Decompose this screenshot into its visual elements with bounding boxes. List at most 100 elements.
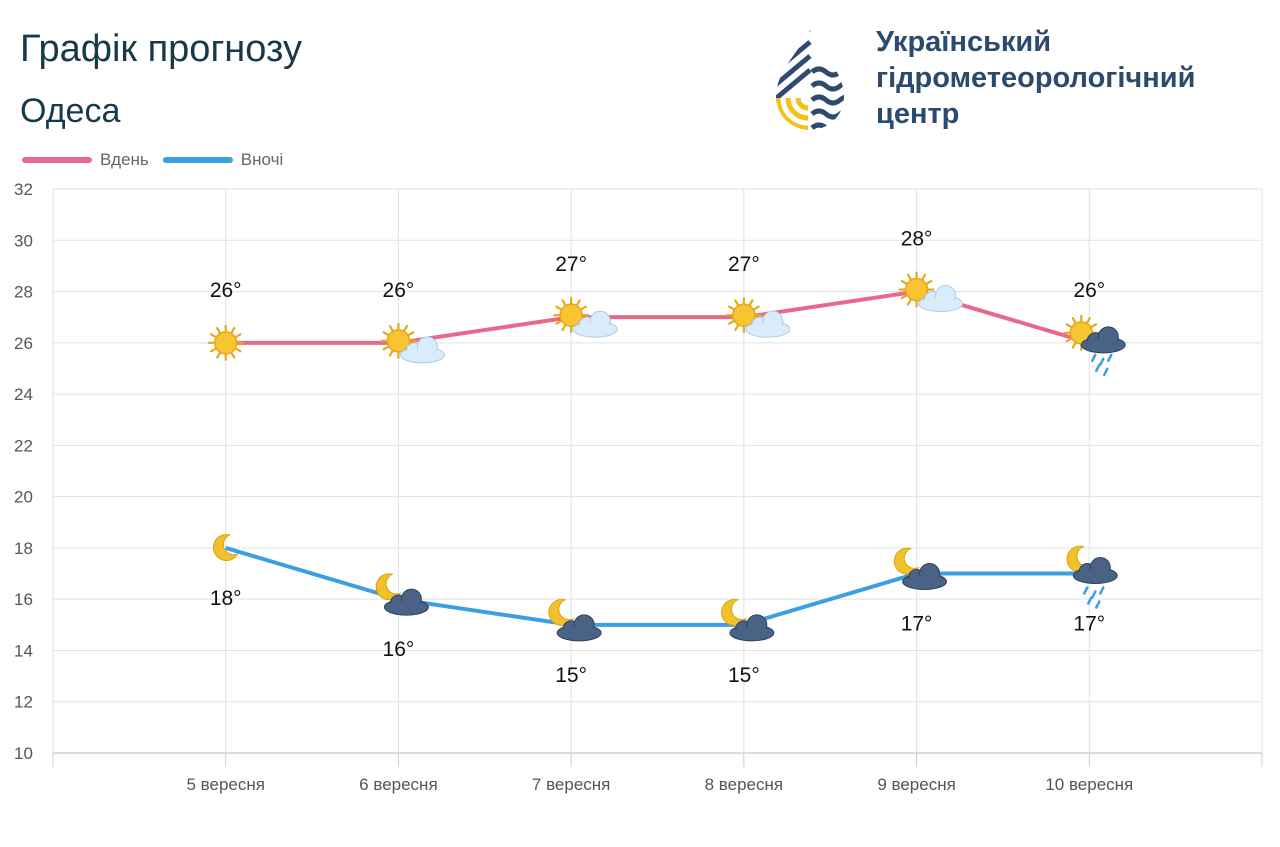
dark-cloud-icon [902, 563, 948, 591]
cloud-fill [402, 348, 443, 361]
night-series-line [225, 545, 1090, 627]
y-tick-label: 32 [14, 180, 33, 199]
dark-cloud-icon [1072, 557, 1118, 585]
sun-ray [728, 319, 736, 325]
y-tick-label: 16 [14, 590, 33, 609]
sun-ray [1065, 323, 1073, 329]
sun-ray [230, 326, 236, 335]
rain-drop [1107, 353, 1113, 363]
sun-ray [1065, 337, 1073, 343]
sun-ray [402, 324, 409, 333]
drop-logo-icon [776, 30, 844, 130]
rain-drops-icon [1091, 353, 1113, 377]
dark-cloud-icon [729, 614, 775, 642]
sun-ray [1085, 316, 1091, 325]
sun-ray [209, 347, 218, 353]
sun-icon [207, 324, 244, 361]
org-line-3: центр [876, 98, 960, 130]
sun-ray [216, 351, 222, 359]
sun-ray [561, 299, 567, 307]
light-cloud-icon [399, 336, 445, 364]
rain-drop [1087, 596, 1093, 605]
sun-ray [234, 347, 242, 353]
sun-ray [1071, 316, 1077, 325]
sun-icon [1063, 314, 1100, 351]
rain-drop [1095, 600, 1101, 609]
sun-ray [388, 324, 395, 333]
x-tick-label: 8 вересня [705, 775, 783, 794]
sun-ray [752, 305, 760, 311]
sun-disc [904, 277, 929, 302]
day-value-label: 27° [728, 253, 760, 276]
org-line-1: Український [876, 26, 1052, 58]
sun-icon [725, 297, 762, 334]
sun-ray [555, 319, 563, 325]
sun-ray [1089, 323, 1098, 329]
legend-night-label: Вночі [240, 150, 284, 169]
legend-day-label: Вдень [100, 150, 149, 169]
cloud-fill [747, 323, 788, 336]
sun-ray [561, 323, 567, 332]
dark-cloud-icon [556, 614, 602, 642]
sun-ray [230, 351, 236, 359]
day-value-label: 26° [210, 279, 242, 302]
sun-ray [579, 305, 587, 311]
x-tick-label: 6 вересня [359, 775, 437, 794]
organization-name: Український гідрометеорологічний центр [876, 24, 1195, 132]
legend-item-night[interactable]: Вночі [162, 150, 284, 170]
moon-cloud-icon [893, 547, 948, 591]
sun-ray [382, 331, 391, 337]
cloud-fill [559, 626, 600, 639]
legend-night-swatch [162, 157, 233, 163]
sun-ray [900, 293, 909, 300]
night-value-label: 17° [1073, 613, 1105, 636]
sun-ray [734, 323, 740, 332]
sun-disc [213, 331, 238, 355]
sun-ray [575, 299, 581, 307]
cloud-fill [731, 626, 772, 639]
dark-cloud-icon [1080, 326, 1126, 354]
sun-ray [216, 326, 222, 335]
legend-day-swatch [22, 157, 92, 163]
sun-icon [207, 324, 244, 361]
dark-cloud-icon [383, 588, 429, 616]
sun-disc [732, 303, 756, 327]
light-cloud-icon [572, 310, 618, 338]
y-tick-label: 26 [14, 334, 33, 353]
cloud-fill [904, 575, 945, 588]
night-value-label: 15° [728, 664, 760, 687]
legend-item-day[interactable]: Вдень [22, 150, 149, 170]
moon-cloud-icon [548, 598, 602, 642]
city-name: Одеса [20, 92, 121, 130]
moon-cloud-icon [375, 573, 429, 616]
day-value-label: 26° [1073, 279, 1105, 302]
x-tick-label: 10 вересня [1045, 775, 1133, 794]
night-value-label: 18° [210, 587, 242, 610]
night-value-label: 15° [555, 664, 587, 687]
x-tick-label: 7 вересня [532, 775, 610, 794]
sun-cloud-icon [898, 271, 964, 313]
rain-drop [1099, 357, 1105, 367]
light-cloud-icon [918, 285, 964, 313]
moon-icon [212, 533, 239, 561]
sun-ray [900, 279, 909, 286]
y-tick-label: 14 [14, 641, 33, 660]
x-tick-label: 5 вересня [186, 775, 264, 794]
sun-disc [559, 303, 583, 327]
y-tick-label: 30 [14, 231, 33, 250]
sun-ray [920, 273, 927, 282]
sun-ray [209, 333, 218, 339]
sun-ray [728, 305, 736, 311]
sun-ray [234, 333, 242, 339]
rain-drop [1103, 367, 1109, 377]
moon-shape [212, 533, 239, 561]
day-value-label: 27° [555, 253, 587, 276]
org-line-2: гідрометеорологічний [876, 62, 1196, 94]
sun-cloud-icon [725, 297, 791, 338]
sun-ray [382, 345, 391, 351]
x-tick-label: 9 вересня [877, 775, 955, 794]
rain-drop [1091, 590, 1097, 599]
cloud-fill [1075, 569, 1116, 582]
sun-cloud-icon [380, 322, 445, 364]
